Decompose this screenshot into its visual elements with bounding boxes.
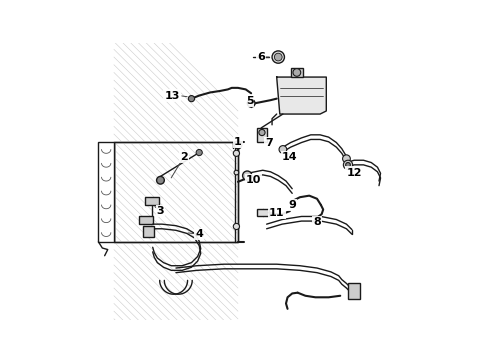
Text: 14: 14 xyxy=(282,152,298,162)
Text: 5: 5 xyxy=(246,96,253,106)
Circle shape xyxy=(196,149,202,156)
Text: 2: 2 xyxy=(180,152,188,162)
Circle shape xyxy=(274,53,282,61)
Bar xyxy=(144,226,154,237)
Text: 13: 13 xyxy=(164,91,180,100)
Circle shape xyxy=(293,69,301,76)
Text: 10: 10 xyxy=(246,175,261,185)
Circle shape xyxy=(343,160,353,170)
Circle shape xyxy=(234,170,239,175)
Text: 7: 7 xyxy=(265,138,273,148)
Bar xyxy=(257,209,269,216)
Text: 6: 6 xyxy=(257,52,265,62)
Text: 3: 3 xyxy=(157,206,164,216)
Text: 12: 12 xyxy=(346,167,362,177)
Circle shape xyxy=(157,176,164,184)
Circle shape xyxy=(343,155,350,163)
Circle shape xyxy=(188,95,195,102)
Circle shape xyxy=(247,99,255,107)
Text: 9: 9 xyxy=(288,200,296,210)
Bar xyxy=(114,142,238,242)
Circle shape xyxy=(233,150,240,156)
Bar xyxy=(257,128,268,142)
Text: 11: 11 xyxy=(269,208,285,217)
Polygon shape xyxy=(277,77,326,114)
Circle shape xyxy=(272,51,285,63)
Circle shape xyxy=(279,145,287,153)
Bar xyxy=(145,197,159,205)
Bar xyxy=(139,216,153,224)
Text: 1: 1 xyxy=(234,137,242,147)
Circle shape xyxy=(234,141,242,149)
Bar xyxy=(348,283,361,299)
Text: 8: 8 xyxy=(313,217,321,227)
Circle shape xyxy=(259,130,265,136)
Circle shape xyxy=(345,163,350,167)
Circle shape xyxy=(243,171,252,180)
Bar xyxy=(98,142,114,242)
Circle shape xyxy=(233,223,240,230)
Bar xyxy=(114,142,238,242)
Bar xyxy=(291,68,303,77)
Text: 4: 4 xyxy=(195,229,203,239)
